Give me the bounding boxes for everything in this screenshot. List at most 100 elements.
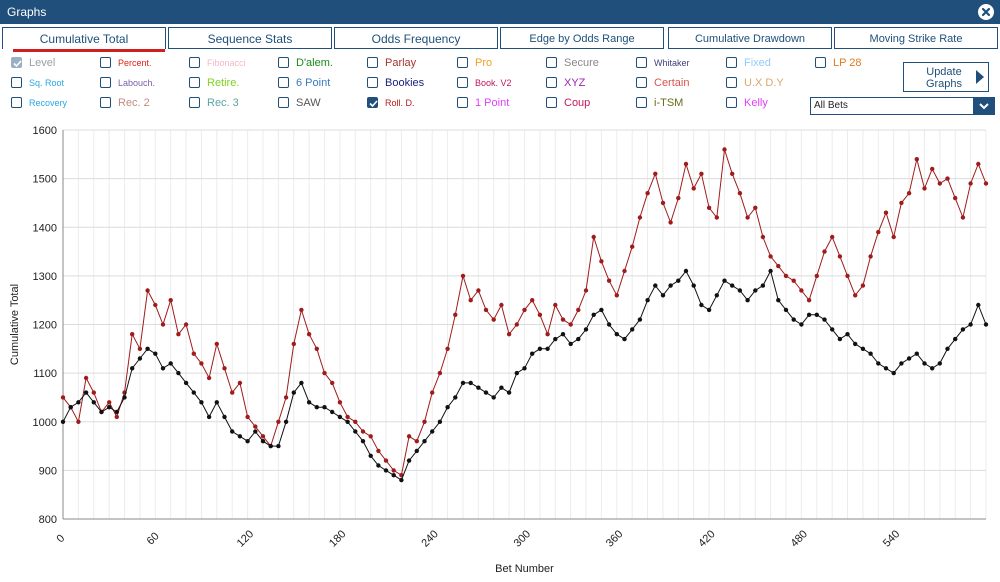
- data-point: [214, 341, 219, 347]
- data-point: [368, 453, 373, 458]
- data-point: [383, 468, 389, 473]
- data-point: [137, 356, 143, 361]
- checkbox[interactable]: [189, 57, 200, 68]
- data-point: [245, 414, 250, 420]
- update-graphs-button[interactable]: Update Graphs: [903, 62, 989, 92]
- checkbox[interactable]: [636, 77, 647, 88]
- data-point: [830, 327, 835, 332]
- data-point: [253, 429, 258, 434]
- x-tick-label: 120: [235, 528, 256, 549]
- checkbox[interactable]: [278, 77, 289, 88]
- data-point: [860, 283, 866, 288]
- data-point: [630, 244, 635, 249]
- x-tick-label: 0: [54, 532, 67, 545]
- checkbox[interactable]: [367, 57, 378, 68]
- data-point: [237, 380, 243, 386]
- option-label: 6 Point: [296, 77, 331, 89]
- data-point: [837, 254, 843, 259]
- close-icon[interactable]: [978, 4, 994, 20]
- data-point: [468, 298, 473, 303]
- data-point: [714, 215, 719, 220]
- data-point: [145, 346, 150, 351]
- checkbox[interactable]: [726, 77, 737, 88]
- data-point: [230, 390, 235, 395]
- checkbox[interactable]: [636, 97, 647, 108]
- bet-filter-select[interactable]: All Bets: [810, 97, 995, 115]
- data-point: [491, 395, 496, 400]
- checkbox[interactable]: [11, 97, 22, 108]
- checkbox[interactable]: [726, 97, 737, 108]
- checkbox[interactable]: [11, 57, 22, 68]
- tab-moving-strike-rate[interactable]: Moving Strike Rate: [834, 27, 998, 49]
- data-point: [714, 293, 719, 298]
- data-point: [668, 220, 673, 225]
- checkbox[interactable]: [11, 77, 22, 88]
- tab-cumulative-drawdown[interactable]: Cumulative Drawdown: [668, 27, 832, 49]
- data-point: [599, 307, 604, 313]
- checkbox[interactable]: [546, 57, 557, 68]
- data-point: [591, 234, 596, 240]
- checkbox[interactable]: [367, 77, 378, 88]
- checkbox[interactable]: [726, 57, 737, 68]
- data-point: [822, 317, 827, 322]
- data-point: [699, 171, 704, 176]
- x-tick-label: 540: [881, 528, 902, 549]
- data-point: [883, 210, 889, 215]
- checkbox[interactable]: [100, 57, 111, 68]
- data-point: [345, 414, 350, 420]
- data-point: [160, 366, 166, 371]
- checkbox[interactable]: [189, 97, 200, 108]
- data-point: [430, 429, 435, 434]
- data-point: [483, 390, 489, 395]
- checkbox[interactable]: [457, 97, 468, 108]
- data-point: [791, 317, 796, 322]
- x-tick-label: 180: [327, 528, 348, 549]
- checkbox[interactable]: [278, 57, 289, 68]
- data-point: [560, 317, 566, 322]
- option-label: SAW: [296, 97, 321, 109]
- data-point: [822, 249, 827, 254]
- tab-label: Odds Frequency: [371, 32, 461, 46]
- data-point: [806, 312, 812, 317]
- data-point: [722, 147, 727, 152]
- data-point: [645, 191, 650, 196]
- checkbox[interactable]: [546, 77, 557, 88]
- chevron-down-icon[interactable]: [973, 97, 995, 115]
- checkbox[interactable]: [100, 77, 111, 88]
- data-point: [183, 322, 189, 327]
- data-point: [930, 166, 935, 172]
- option-label: 1 Point: [475, 97, 510, 109]
- tab-sequence-stats[interactable]: Sequence Stats: [168, 27, 332, 49]
- checkbox[interactable]: [815, 57, 826, 68]
- tab-odds-frequency[interactable]: Odds Frequency: [334, 27, 498, 49]
- data-point: [476, 288, 481, 293]
- checkbox[interactable]: [189, 77, 200, 88]
- data-point: [353, 429, 358, 434]
- data-point: [630, 327, 635, 332]
- x-tick-label: 300: [512, 528, 533, 549]
- checkbox[interactable]: [367, 97, 378, 108]
- checkbox[interactable]: [546, 97, 557, 108]
- option-label: Labouch.: [118, 78, 156, 88]
- arrow-right-icon: [976, 70, 984, 84]
- checkbox[interactable]: [457, 57, 468, 68]
- checkbox[interactable]: [636, 57, 647, 68]
- data-point: [253, 424, 258, 429]
- checkbox[interactable]: [100, 97, 111, 108]
- data-point: [945, 176, 950, 181]
- data-point: [668, 283, 673, 288]
- data-point: [953, 336, 958, 342]
- data-point: [130, 366, 135, 371]
- tab-cumulative-total[interactable]: Cumulative Total: [2, 27, 166, 52]
- data-point: [206, 375, 212, 381]
- data-point: [199, 361, 204, 366]
- checkbox[interactable]: [457, 77, 468, 88]
- y-axis-label: Cumulative Total: [9, 284, 21, 365]
- data-point: [768, 254, 773, 259]
- data-point: [776, 298, 781, 303]
- checkbox[interactable]: [278, 97, 289, 108]
- tab-edge-by-odds-range[interactable]: Edge by Odds Range: [500, 27, 664, 49]
- data-point: [60, 419, 66, 424]
- x-axis-label: Bet Number: [495, 563, 554, 575]
- data-point: [191, 351, 196, 356]
